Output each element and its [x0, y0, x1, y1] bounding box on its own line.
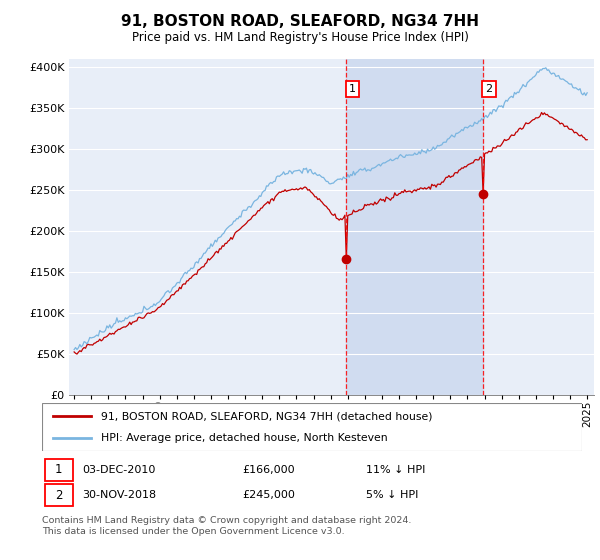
Text: 2: 2: [485, 84, 493, 94]
Text: Contains HM Land Registry data © Crown copyright and database right 2024.
This d: Contains HM Land Registry data © Crown c…: [42, 516, 412, 536]
FancyBboxPatch shape: [45, 484, 73, 506]
Text: Price paid vs. HM Land Registry's House Price Index (HPI): Price paid vs. HM Land Registry's House …: [131, 31, 469, 44]
Text: 5% ↓ HPI: 5% ↓ HPI: [366, 490, 418, 500]
Text: 03-DEC-2010: 03-DEC-2010: [83, 465, 156, 475]
Text: £245,000: £245,000: [242, 490, 295, 500]
Text: 91, BOSTON ROAD, SLEAFORD, NG34 7HH (detached house): 91, BOSTON ROAD, SLEAFORD, NG34 7HH (det…: [101, 411, 433, 421]
Text: £166,000: £166,000: [242, 465, 295, 475]
FancyBboxPatch shape: [45, 459, 73, 481]
Text: 11% ↓ HPI: 11% ↓ HPI: [366, 465, 425, 475]
Text: 91, BOSTON ROAD, SLEAFORD, NG34 7HH: 91, BOSTON ROAD, SLEAFORD, NG34 7HH: [121, 14, 479, 29]
Text: HPI: Average price, detached house, North Kesteven: HPI: Average price, detached house, Nort…: [101, 433, 388, 443]
Bar: [346, 59, 483, 395]
Text: 2: 2: [55, 489, 62, 502]
FancyBboxPatch shape: [42, 403, 582, 451]
Text: 1: 1: [55, 463, 62, 476]
Text: 30-NOV-2018: 30-NOV-2018: [83, 490, 157, 500]
Text: 1: 1: [349, 84, 356, 94]
